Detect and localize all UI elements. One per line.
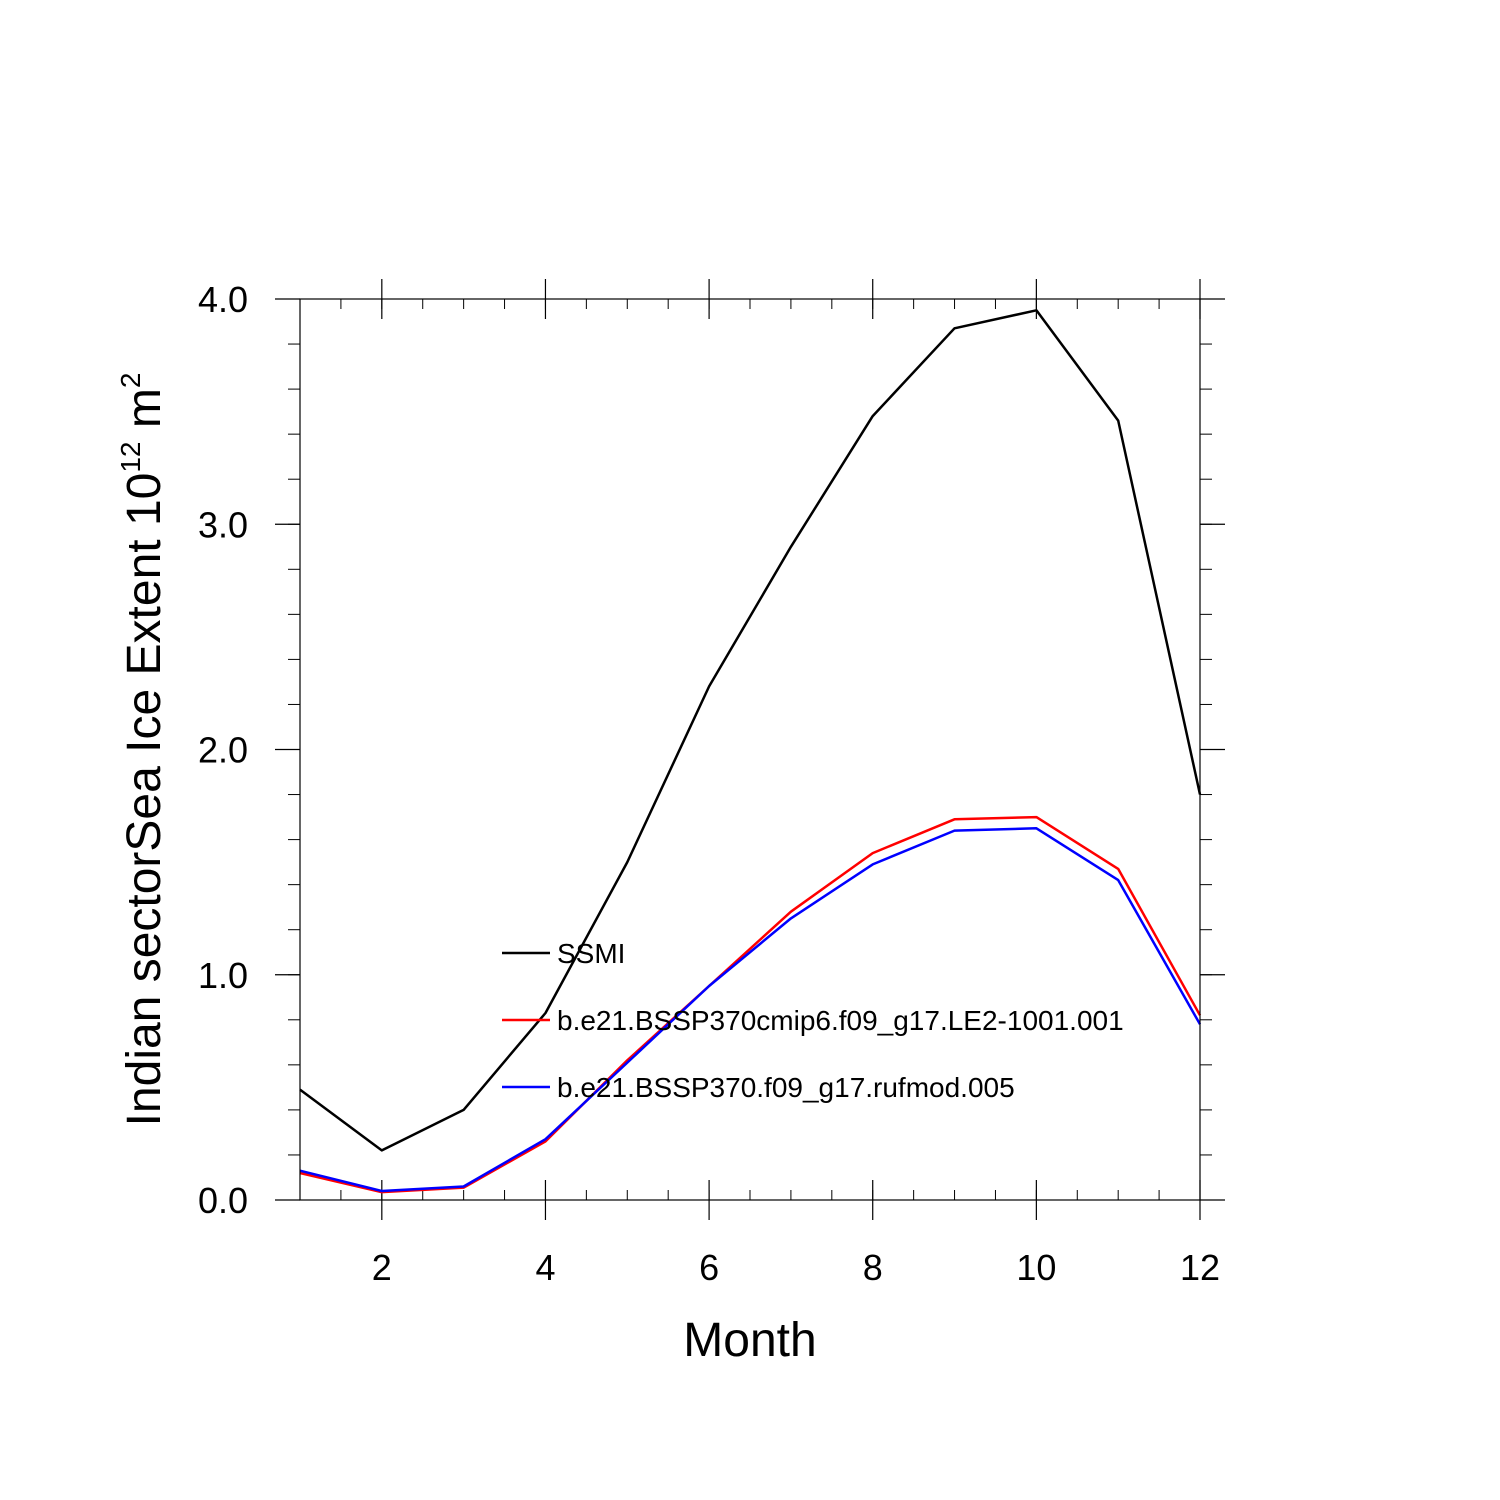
x-tick-label: 12 <box>1180 1247 1220 1288</box>
y-axis-title-unit: m <box>118 388 171 441</box>
minor-ticks <box>288 298 1212 1201</box>
y-tick-label: 4.0 <box>198 279 248 320</box>
y-axis-title-exponent: 12 <box>115 442 146 473</box>
legend-label: b.e21.BSSP370.f09_g17.rufmod.005 <box>557 1072 1015 1103</box>
x-tick-labels: 2 4 6 8 10 12 <box>372 1247 1220 1288</box>
series-line-3 <box>299 827 1202 1193</box>
x-axis-title: Month <box>683 1314 816 1367</box>
series-lines <box>299 309 1202 1194</box>
series-line-1 <box>299 309 1202 1152</box>
legend: SSMI b.e21.BSSP370cmip6.f09_g17.LE2-1001.… <box>502 938 1124 1103</box>
x-tick-label: 4 <box>535 1247 555 1288</box>
y-tick-label: 2.0 <box>198 730 248 771</box>
y-tick-label: 1.0 <box>198 955 248 996</box>
legend-label: b.e21.BSSP370cmip6.f09_g17.LE2-1001.001 <box>557 1005 1124 1036</box>
y-tick-label: 0.0 <box>198 1180 248 1221</box>
plot-frame <box>299 298 1201 1201</box>
legend-label: SSMI <box>557 938 625 969</box>
y-tick-label: 3.0 <box>198 504 248 545</box>
x-tick-label: 6 <box>699 1247 719 1288</box>
y-axis-title: Indian sectorSea Ice Extent 1012 m2 <box>115 373 171 1127</box>
x-tick-label: 8 <box>863 1247 883 1288</box>
x-tick-label: 10 <box>1016 1247 1056 1288</box>
y-tick-labels: 0.0 1.0 2.0 3.0 4.0 <box>198 279 248 1221</box>
y-axis-title-unit-exponent: 2 <box>115 373 146 389</box>
x-tick-label: 2 <box>372 1247 392 1288</box>
y-axis-title-main: Indian sectorSea Ice Extent 10 <box>118 473 171 1127</box>
